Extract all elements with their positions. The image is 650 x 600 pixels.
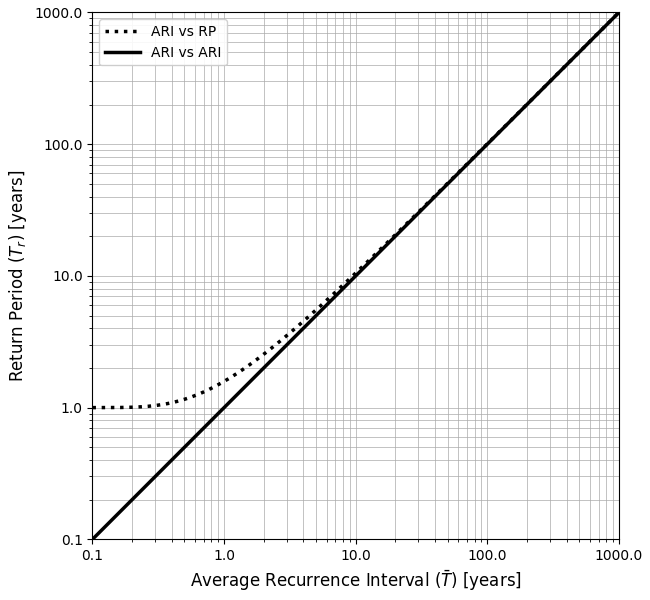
ARI vs ARI [374,251,382,258]
Line: ARI vs RP: ARI vs RP [92,13,619,407]
ARI vs RP [599,25,607,32]
ARI vs ARI [88,536,96,543]
Line: ARI vs ARI: ARI vs ARI [92,13,619,539]
ARI vs ARI [615,9,623,16]
ARI vs RP [331,289,339,296]
ARI vs ARI [342,283,350,290]
X-axis label: Average Recurrence Interval ($\bar{T}$) [years]: Average Recurrence Interval ($\bar{T}$) … [190,569,521,593]
ARI vs RP [344,277,352,284]
ARI vs ARI [402,222,410,229]
ARI vs ARI [339,286,346,293]
ARI vs RP [116,404,124,411]
ARI vs RP [503,121,511,128]
Legend: ARI vs RP, ARI vs ARI: ARI vs RP, ARI vs ARI [99,19,227,65]
ARI vs RP [600,24,608,31]
ARI vs ARI [603,22,610,29]
ARI vs ARI [520,104,528,111]
ARI vs RP [88,404,96,411]
ARI vs RP [615,9,623,16]
Y-axis label: Return Period ($T_r$) [years]: Return Period ($T_r$) [years] [7,170,29,382]
